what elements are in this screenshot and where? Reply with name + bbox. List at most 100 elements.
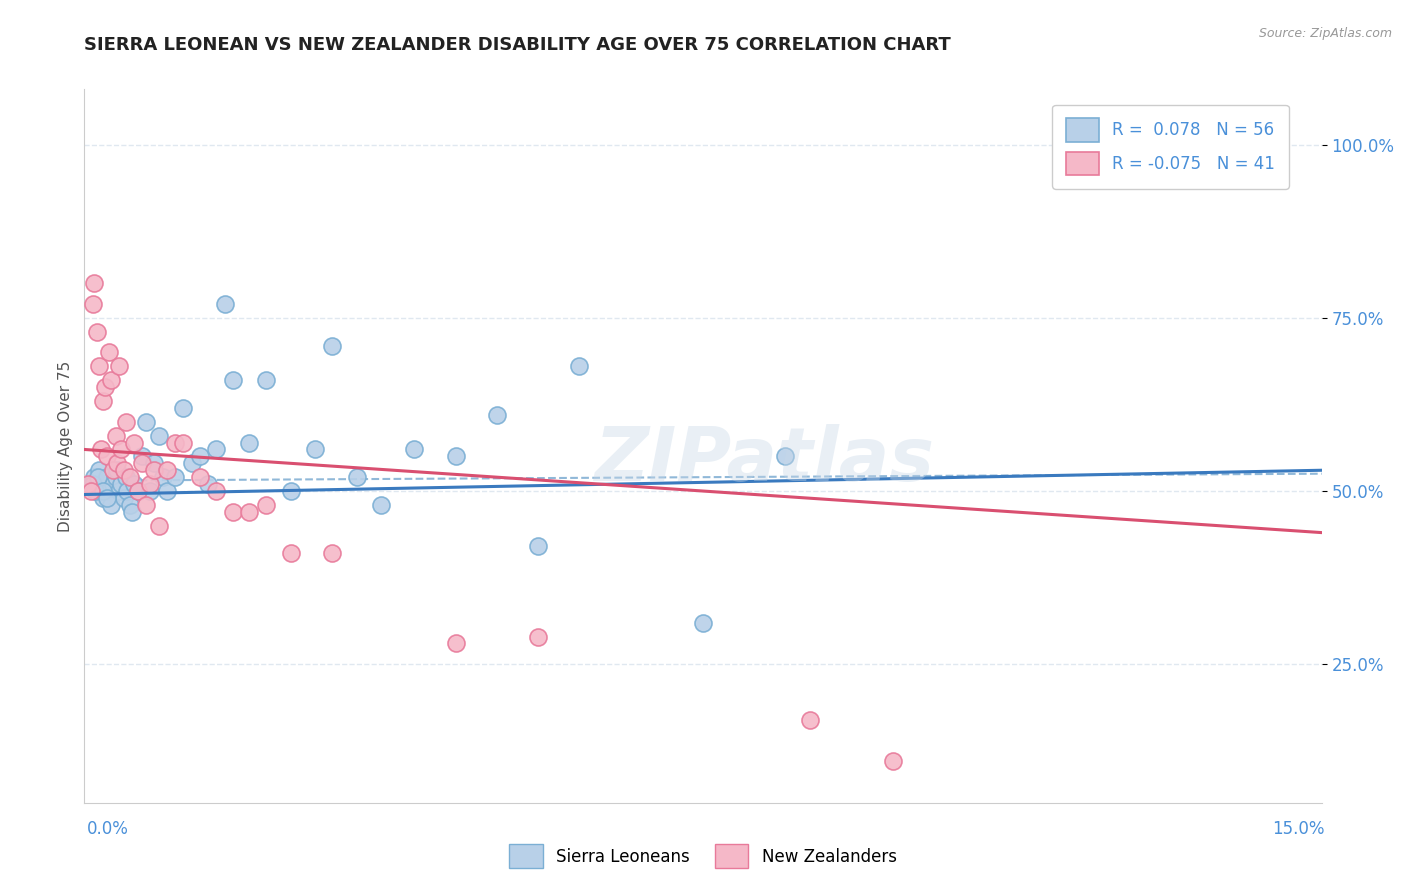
Point [346, 470, 368, 484]
Point [321, 546, 343, 560]
Point [98, 483, 121, 498]
Point [568, 359, 591, 374]
Text: 15.0%: 15.0% [1272, 820, 1324, 838]
Point [110, 442, 132, 457]
Point [135, 415, 157, 429]
Point [527, 540, 550, 554]
Point [370, 498, 392, 512]
Point [188, 450, 211, 464]
Point [165, 470, 187, 484]
Text: ZIPatlas: ZIPatlas [595, 424, 935, 497]
Point [799, 713, 821, 727]
Point [172, 435, 194, 450]
Point [180, 456, 202, 470]
Point [86, 483, 108, 498]
Point [156, 463, 179, 477]
Point [112, 463, 135, 477]
Point [104, 470, 127, 484]
Point [90, 483, 112, 498]
Point [444, 450, 467, 464]
Point [404, 442, 426, 457]
Point [103, 463, 125, 477]
Point [80, 483, 103, 498]
Legend: R =  0.078   N = 56, R = -0.075   N = 41: R = 0.078 N = 56, R = -0.075 N = 41 [1052, 104, 1288, 188]
Point [90, 442, 112, 457]
Point [103, 477, 125, 491]
Point [148, 428, 170, 442]
Point [91, 491, 114, 505]
Point [80, 477, 103, 491]
Point [214, 297, 236, 311]
Point [238, 435, 260, 450]
Point [91, 394, 114, 409]
Point [84, 483, 107, 498]
Point [197, 477, 219, 491]
Point [444, 636, 467, 650]
Point [96, 450, 118, 464]
Point [108, 359, 131, 374]
Point [94, 477, 117, 491]
Point [77, 477, 100, 491]
Point [280, 483, 302, 498]
Point [165, 435, 187, 450]
Point [527, 630, 550, 644]
Point [117, 483, 139, 498]
Point [222, 373, 245, 387]
Point [118, 498, 141, 512]
Point [96, 491, 118, 505]
Point [118, 470, 141, 484]
Point [82, 297, 104, 311]
Point [105, 463, 128, 477]
Point [122, 435, 145, 450]
Point [135, 498, 157, 512]
Point [485, 408, 508, 422]
Point [143, 463, 166, 477]
Text: 0.0%: 0.0% [87, 820, 129, 838]
Text: SIERRA LEONEAN VS NEW ZEALANDER DISABILITY AGE OVER 75 CORRELATION CHART: SIERRA LEONEAN VS NEW ZEALANDER DISABILI… [84, 36, 950, 54]
Legend: Sierra Leoneans, New Zealanders: Sierra Leoneans, New Zealanders [503, 838, 903, 875]
Point [112, 491, 135, 505]
Point [254, 373, 277, 387]
Point [205, 442, 228, 457]
Point [100, 373, 122, 387]
Point [775, 450, 797, 464]
Point [94, 380, 117, 394]
Point [127, 483, 149, 498]
Point [91, 483, 114, 498]
Point [882, 754, 904, 768]
Point [172, 401, 194, 415]
Point [108, 483, 131, 498]
Point [114, 415, 136, 429]
Point [83, 276, 105, 290]
Point [148, 518, 170, 533]
Text: Source: ZipAtlas.com: Source: ZipAtlas.com [1258, 27, 1392, 40]
Point [105, 456, 128, 470]
Y-axis label: Disability Age Over 75: Disability Age Over 75 [58, 360, 73, 532]
Point [188, 470, 211, 484]
Point [104, 428, 127, 442]
Point [114, 470, 136, 484]
Point [139, 483, 162, 498]
Point [131, 450, 153, 464]
Point [122, 477, 145, 491]
Point [131, 456, 153, 470]
Point [143, 456, 166, 470]
Point [222, 505, 245, 519]
Point [254, 498, 277, 512]
Point [110, 477, 132, 491]
Point [89, 463, 111, 477]
Point [139, 477, 162, 491]
Point [692, 615, 714, 630]
Point [96, 470, 118, 484]
Point [89, 359, 111, 374]
Point [152, 470, 174, 484]
Point [205, 483, 228, 498]
Point [304, 442, 326, 457]
Point [238, 505, 260, 519]
Point [82, 477, 104, 491]
Point [321, 338, 343, 352]
Point [87, 470, 110, 484]
Point [127, 483, 149, 498]
Point [83, 470, 105, 484]
Point [100, 498, 122, 512]
